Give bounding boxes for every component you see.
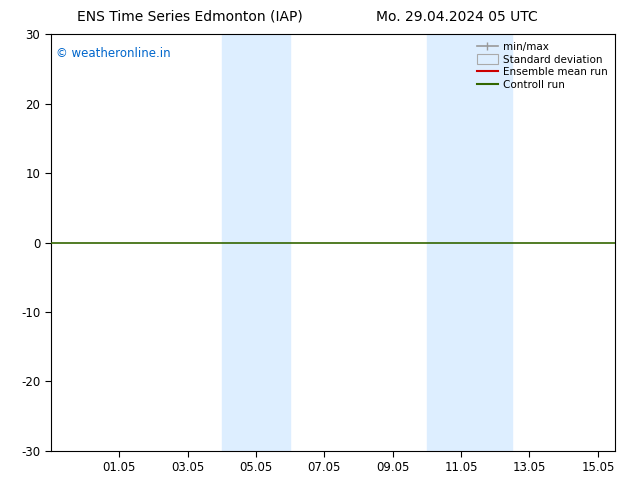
Bar <box>427 34 512 451</box>
Text: Mo. 29.04.2024 05 UTC: Mo. 29.04.2024 05 UTC <box>375 10 538 24</box>
Text: © weatheronline.in: © weatheronline.in <box>56 47 171 60</box>
Text: ENS Time Series Edmonton (IAP): ENS Time Series Edmonton (IAP) <box>77 10 303 24</box>
Bar <box>222 34 290 451</box>
Legend: min/max, Standard deviation, Ensemble mean run, Controll run: min/max, Standard deviation, Ensemble me… <box>475 40 610 93</box>
